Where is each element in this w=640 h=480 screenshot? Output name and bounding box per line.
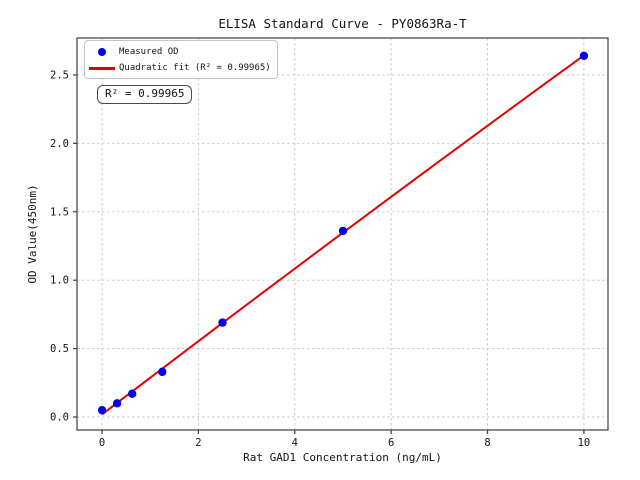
legend-item-quadratic-fit: Quadratic fit (R² = 0.99965)	[85, 60, 277, 76]
data-point	[338, 226, 348, 236]
data-point	[112, 399, 122, 408]
data-point	[97, 405, 107, 415]
y-tick-label: 1.5	[50, 206, 69, 218]
x-tick-label: 10	[578, 437, 591, 449]
y-tick-label: 0.5	[50, 343, 69, 355]
y-tick-label: 1.0	[50, 275, 69, 287]
legend: Measured OD Quadratic fit (R² = 0.99965)	[84, 40, 278, 79]
legend-label-quadratic-fit: Quadratic fit (R² = 0.99965)	[119, 63, 271, 73]
x-tick-label: 6	[388, 437, 394, 449]
data-point	[579, 51, 589, 60]
plot-border	[76, 37, 609, 431]
legend-item-measured-od: Measured OD	[85, 44, 277, 60]
chart-title: ELISA Standard Curve - PY0863Ra-T	[218, 16, 467, 31]
data-point	[127, 389, 137, 398]
x-tick-label: 0	[99, 437, 105, 449]
r-squared-annotation: R² = 0.99965	[97, 85, 193, 104]
x-axis-label: Rat GAD1 Concentration (ng/mL)	[243, 451, 442, 464]
y-tick-label: 2.0	[50, 138, 69, 150]
y-tick-label: 0.0	[50, 412, 69, 424]
x-tick-label: 2	[195, 437, 201, 449]
legend-swatch-area	[85, 66, 119, 70]
y-tick-label: 2.5	[50, 69, 69, 81]
scatter-marker-icon	[98, 48, 106, 56]
x-tick-label: 4	[292, 437, 298, 449]
legend-swatch-area	[85, 48, 119, 56]
data-point	[158, 367, 167, 377]
x-tick-label: 8	[484, 437, 490, 449]
legend-label-measured-od: Measured OD	[119, 47, 179, 57]
data-point	[218, 318, 227, 327]
line-swatch-icon	[89, 66, 115, 70]
y-axis-label: OD Value(450nm)	[26, 184, 39, 284]
